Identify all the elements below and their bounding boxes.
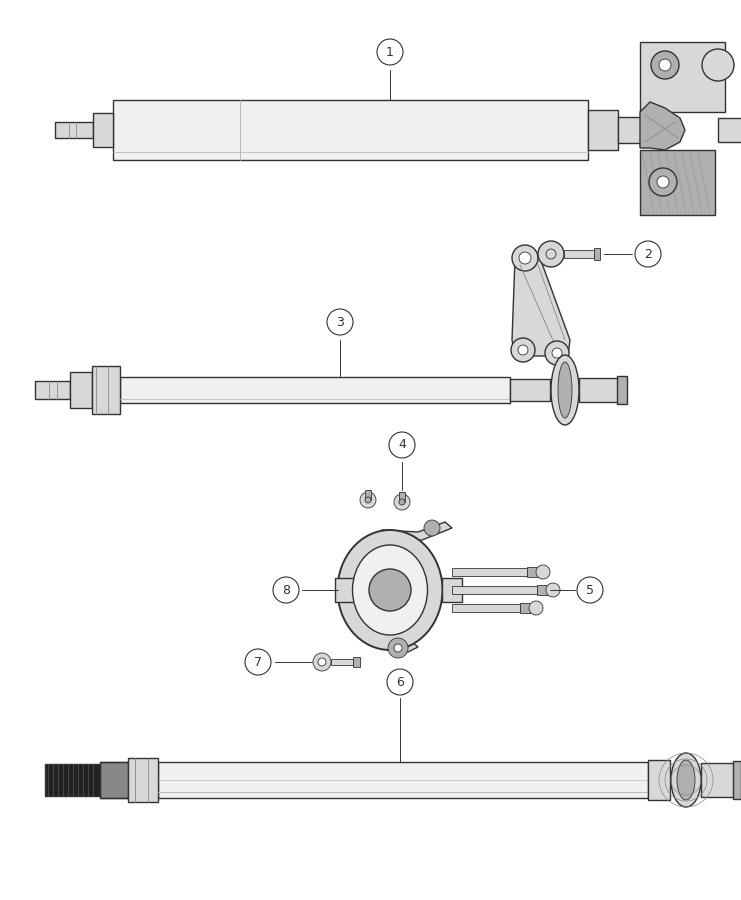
Circle shape: [377, 39, 403, 65]
Bar: [527, 567, 539, 577]
Circle shape: [577, 577, 603, 603]
Bar: [93, 113, 113, 147]
Text: 4: 4: [398, 438, 406, 452]
Polygon shape: [372, 522, 452, 546]
Circle shape: [546, 583, 560, 597]
Bar: [70, 372, 92, 408]
Bar: [353, 657, 360, 667]
Ellipse shape: [677, 760, 695, 800]
Circle shape: [424, 520, 440, 536]
Bar: [452, 604, 520, 612]
Bar: [45, 764, 100, 796]
Circle shape: [245, 649, 271, 675]
Polygon shape: [640, 102, 685, 150]
Circle shape: [519, 252, 531, 264]
Polygon shape: [375, 636, 418, 652]
Circle shape: [360, 492, 376, 508]
Bar: [588, 110, 618, 150]
Bar: [92, 366, 120, 414]
Circle shape: [651, 51, 679, 79]
Circle shape: [649, 168, 677, 196]
Bar: [399, 492, 405, 502]
Bar: [640, 150, 715, 215]
Text: 8: 8: [282, 583, 290, 597]
Circle shape: [657, 176, 669, 188]
Bar: [579, 378, 621, 402]
Bar: [158, 762, 648, 798]
Ellipse shape: [337, 530, 442, 650]
Circle shape: [313, 653, 331, 671]
Ellipse shape: [369, 569, 411, 611]
Bar: [564, 250, 594, 258]
Circle shape: [387, 669, 413, 695]
Bar: [510, 379, 550, 401]
Bar: [617, 376, 627, 404]
Circle shape: [511, 338, 535, 362]
Bar: [648, 760, 670, 800]
Bar: [537, 585, 549, 595]
Text: 3: 3: [336, 316, 344, 328]
Circle shape: [552, 348, 562, 358]
Bar: [365, 490, 371, 500]
Circle shape: [659, 59, 671, 71]
Ellipse shape: [551, 355, 579, 425]
Bar: [442, 578, 462, 602]
Circle shape: [518, 345, 528, 355]
Bar: [520, 603, 532, 613]
Bar: [113, 100, 588, 160]
Circle shape: [394, 494, 410, 510]
Text: 1: 1: [386, 46, 394, 58]
Circle shape: [538, 241, 564, 267]
Circle shape: [327, 309, 353, 335]
Circle shape: [545, 341, 569, 365]
Bar: [335, 578, 355, 602]
Ellipse shape: [353, 545, 428, 635]
Bar: [640, 42, 725, 112]
Bar: [35, 381, 70, 399]
Ellipse shape: [671, 753, 701, 807]
Circle shape: [536, 565, 550, 579]
Ellipse shape: [558, 362, 572, 418]
Bar: [701, 763, 736, 797]
Circle shape: [512, 245, 538, 271]
Bar: [594, 248, 600, 260]
Text: 5: 5: [586, 583, 594, 597]
Circle shape: [635, 241, 661, 267]
Circle shape: [318, 658, 326, 666]
Text: 7: 7: [254, 655, 262, 669]
Circle shape: [365, 497, 371, 503]
Bar: [452, 586, 537, 594]
Bar: [55, 122, 93, 138]
Bar: [733, 761, 741, 799]
Bar: [100, 762, 128, 798]
Circle shape: [388, 638, 408, 658]
Bar: [331, 659, 353, 665]
Circle shape: [702, 49, 734, 81]
Circle shape: [529, 601, 543, 615]
Circle shape: [273, 577, 299, 603]
Circle shape: [546, 249, 556, 259]
Bar: [120, 377, 510, 403]
Circle shape: [389, 432, 415, 458]
Text: 2: 2: [644, 248, 652, 260]
Bar: [618, 117, 648, 143]
Bar: [718, 118, 741, 142]
Bar: [452, 568, 527, 576]
Bar: [128, 758, 158, 802]
Circle shape: [394, 644, 402, 652]
Circle shape: [399, 499, 405, 505]
Polygon shape: [512, 258, 570, 356]
Text: 6: 6: [396, 676, 404, 688]
